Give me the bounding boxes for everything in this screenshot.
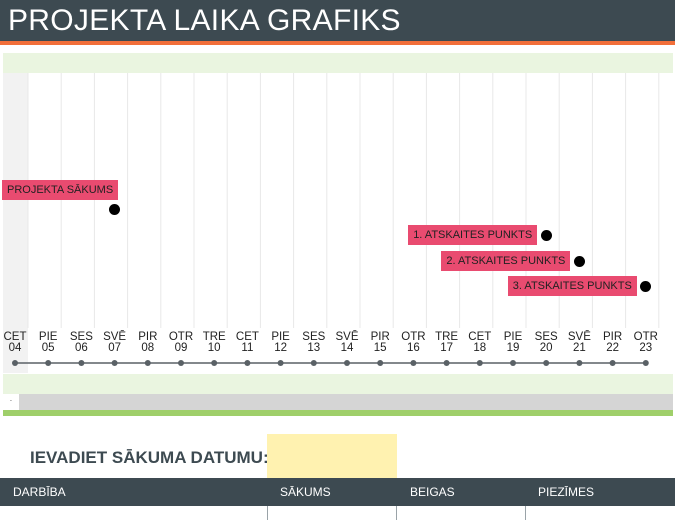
axis-tick-label: SVĒ 14 <box>335 331 359 354</box>
axis-tick-dot <box>244 360 251 366</box>
axis-tick-label: CET 04 <box>3 331 27 354</box>
start-date-input[interactable] <box>267 434 397 478</box>
axis-tick-label: SES 06 <box>69 331 93 354</box>
axis-tick-label: TRE 17 <box>435 331 459 354</box>
axis-tick-dot <box>45 360 52 366</box>
axis-tick-label: OTR 09 <box>168 331 194 354</box>
milestone-label[interactable]: 1. ATSKAITES PUNKTS <box>408 225 538 245</box>
axis-tick-dot <box>642 360 649 366</box>
title-bar: PROJEKTA LAIKA GRAFIKS <box>0 0 675 41</box>
section-divider <box>3 410 673 416</box>
column-divider <box>396 506 397 520</box>
axis-tick-label: SES 20 <box>534 331 558 354</box>
axis-tick-label: CET 18 <box>468 331 492 354</box>
axis-tick-label: PIR 22 <box>603 331 623 354</box>
axis-tick-dot <box>410 360 417 366</box>
start-date-label: IEVADIET SĀKUMA DATUMU: <box>30 448 269 467</box>
axis-tick-label: SVĒ 21 <box>567 331 591 354</box>
axis-tick-label: PIR 15 <box>370 331 390 354</box>
column-divider <box>525 506 526 520</box>
axis-tick-dot <box>510 360 516 366</box>
axis-tick-label: PIE 19 <box>503 331 523 354</box>
column-header-activity[interactable]: DARBĪBA <box>13 485 66 499</box>
milestone-label[interactable]: 2. ATSKAITES PUNKTS <box>441 251 571 271</box>
axis-tick-dot <box>543 360 550 366</box>
axis-tick-label: OTR 16 <box>401 331 426 354</box>
axis-tick-label: PIR 08 <box>138 331 158 354</box>
axis-tick-label: SES 13 <box>302 331 326 354</box>
axis-tick-dot <box>277 360 284 366</box>
axis-tick-dot <box>576 360 583 366</box>
axis-tick-label: PIE 12 <box>271 331 290 354</box>
milestone-marker[interactable] <box>640 280 652 292</box>
axis-tick-dot <box>443 360 450 366</box>
axis-tick-label: SVĒ 07 <box>103 331 127 354</box>
milestone-label[interactable]: 3. ATSKAITES PUNKTS <box>507 276 637 296</box>
accent-line <box>0 41 675 45</box>
axis-tick-dot <box>111 360 118 366</box>
timeline-bottom-band <box>3 374 673 394</box>
axis-tick-dot <box>178 360 184 366</box>
axis-tick-dot <box>476 360 483 366</box>
column-divider <box>267 506 268 520</box>
milestone-marker[interactable] <box>109 203 121 215</box>
axis-tick-dot <box>144 360 151 366</box>
table-header <box>0 478 675 506</box>
milestone-marker[interactable] <box>573 255 585 267</box>
timeline-today-shade <box>3 73 28 373</box>
table-row[interactable] <box>0 506 675 520</box>
milestone-label[interactable]: PROJEKTA SĀKUMS <box>2 180 119 200</box>
axis-tick-label: PIE 05 <box>38 331 58 354</box>
axis-tick-dot <box>310 360 317 366</box>
axis-tick-dot <box>78 360 85 366</box>
axis-tick-label: TRE 10 <box>202 331 226 354</box>
column-header-start[interactable]: SĀKUMS <box>280 485 331 499</box>
axis-tick-dot <box>211 360 218 366</box>
milestone-marker[interactable] <box>540 229 552 241</box>
timeline-scrollbar[interactable] <box>3 394 673 410</box>
column-header-notes[interactable]: PIEZĪMES <box>538 485 595 499</box>
axis-tick-dot <box>377 360 384 366</box>
axis-tick-dot <box>12 360 18 366</box>
timeline-top-band <box>3 53 673 73</box>
column-header-end[interactable]: BEIGAS <box>410 485 455 499</box>
page-title: PROJEKTA LAIKA GRAFIKS <box>8 4 401 37</box>
timeline-chart <box>12 73 660 366</box>
scrollbar-thumb[interactable]: · <box>3 394 19 410</box>
axis-tick-label: OTR 23 <box>633 331 658 354</box>
axis-tick-label: CET 11 <box>235 331 259 354</box>
axis-tick-dot <box>609 360 616 366</box>
axis-tick-dot <box>344 360 350 366</box>
